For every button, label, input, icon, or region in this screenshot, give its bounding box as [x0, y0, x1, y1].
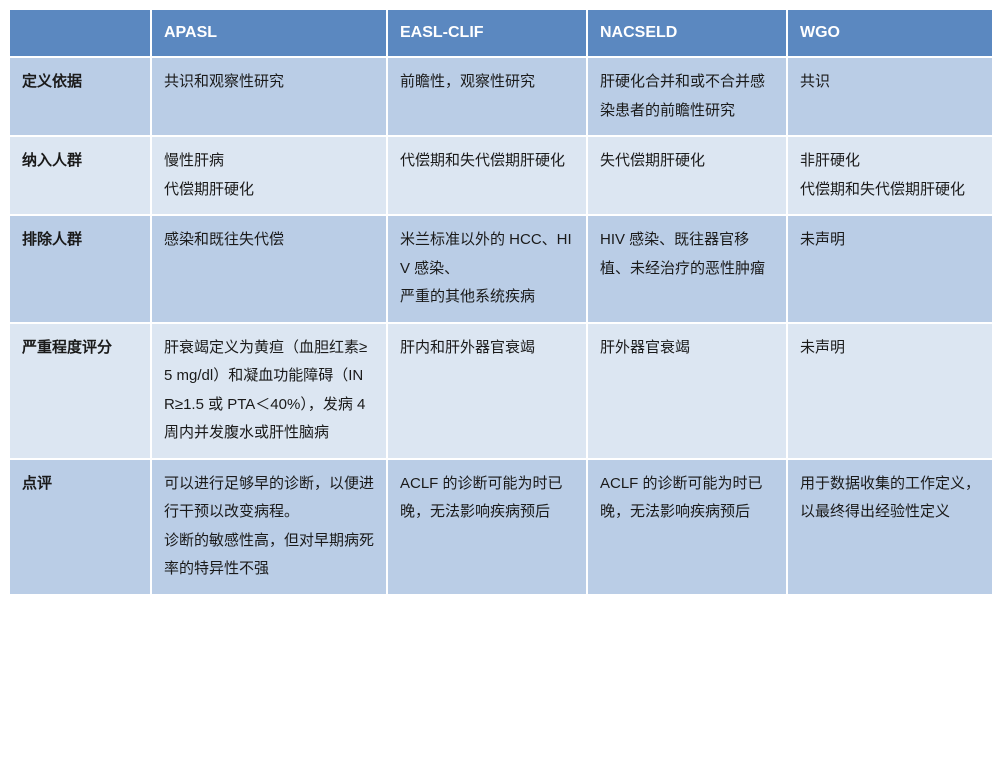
table-cell: 用于数据收集的工作定义，以最终得出经验性定义	[787, 459, 993, 595]
table-row: 纳入人群慢性肝病 代偿期肝硬化代偿期和失代偿期肝硬化失代偿期肝硬化非肝硬化 代偿…	[9, 136, 993, 215]
col-header-nacseld: NACSELD	[587, 9, 787, 57]
table-cell: 肝外器官衰竭	[587, 323, 787, 459]
table-cell: 未声明	[787, 215, 993, 323]
table-cell: 感染和既往失代偿	[151, 215, 387, 323]
table-cell: ACLF 的诊断可能为时已晚，无法影响疾病预后	[587, 459, 787, 595]
table-row: 严重程度评分肝衰竭定义为黄疸（血胆红素≥5 mg/dl）和凝血功能障碍（INR≥…	[9, 323, 993, 459]
table-cell: HIV 感染、既往器官移植、未经治疗的恶性肿瘤	[587, 215, 787, 323]
table-header-row: APASL EASL-CLIF NACSELD WGO	[9, 9, 993, 57]
row-header: 纳入人群	[9, 136, 151, 215]
col-header-blank	[9, 9, 151, 57]
table-cell: 前瞻性，观察性研究	[387, 57, 587, 136]
table-cell: ACLF 的诊断可能为时已晚，无法影响疾病预后	[387, 459, 587, 595]
table-cell: 肝内和肝外器官衰竭	[387, 323, 587, 459]
row-header: 排除人群	[9, 215, 151, 323]
table-body: 定义依据共识和观察性研究前瞻性，观察性研究肝硬化合并和或不合并感染患者的前瞻性研…	[9, 57, 993, 595]
row-header: 严重程度评分	[9, 323, 151, 459]
row-header: 定义依据	[9, 57, 151, 136]
table-row: 排除人群感染和既往失代偿米兰标准以外的 HCC、HIV 感染、 严重的其他系统疾…	[9, 215, 993, 323]
table-cell: 慢性肝病 代偿期肝硬化	[151, 136, 387, 215]
table-cell: 肝硬化合并和或不合并感染患者的前瞻性研究	[587, 57, 787, 136]
table-cell: 共识和观察性研究	[151, 57, 387, 136]
table-cell: 共识	[787, 57, 993, 136]
table-cell: 可以进行足够早的诊断，以便进行干预以改变病程。 诊断的敏感性高，但对早期病死率的…	[151, 459, 387, 595]
col-header-apasl: APASL	[151, 9, 387, 57]
table-cell: 未声明	[787, 323, 993, 459]
table-cell: 非肝硬化 代偿期和失代偿期肝硬化	[787, 136, 993, 215]
col-header-wgo: WGO	[787, 9, 993, 57]
table-row: 定义依据共识和观察性研究前瞻性，观察性研究肝硬化合并和或不合并感染患者的前瞻性研…	[9, 57, 993, 136]
col-header-easl: EASL-CLIF	[387, 9, 587, 57]
table-cell: 代偿期和失代偿期肝硬化	[387, 136, 587, 215]
table-row: 点评可以进行足够早的诊断，以便进行干预以改变病程。 诊断的敏感性高，但对早期病死…	[9, 459, 993, 595]
comparison-table: APASL EASL-CLIF NACSELD WGO 定义依据共识和观察性研究…	[8, 8, 994, 596]
row-header: 点评	[9, 459, 151, 595]
table-cell: 失代偿期肝硬化	[587, 136, 787, 215]
table-cell: 米兰标准以外的 HCC、HIV 感染、 严重的其他系统疾病	[387, 215, 587, 323]
table-cell: 肝衰竭定义为黄疸（血胆红素≥5 mg/dl）和凝血功能障碍（INR≥1.5 或 …	[151, 323, 387, 459]
